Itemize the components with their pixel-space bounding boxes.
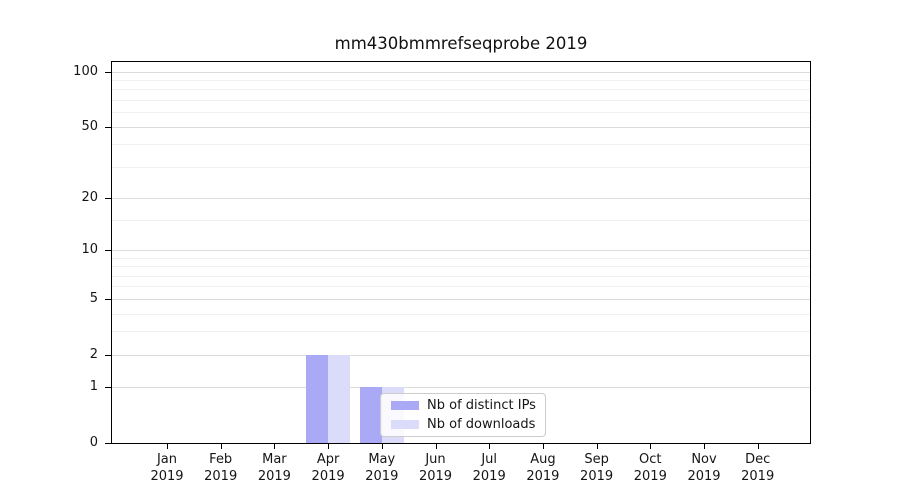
- x-tick-year: 2019: [526, 469, 560, 484]
- x-tick-label: Oct 2019: [618, 451, 682, 485]
- x-tick-year: 2019: [472, 469, 506, 484]
- y-tick-mark: [105, 443, 111, 444]
- x-tick-label: Aug 2019: [511, 451, 575, 485]
- y-minor-gridline: [112, 331, 810, 333]
- x-tick-year: 2019: [418, 469, 453, 484]
- y-minor-gridline: [112, 80, 810, 82]
- y-tick-label: 1: [89, 379, 98, 395]
- x-tick-mark: [274, 444, 276, 449]
- y-minor-gridline: [112, 112, 810, 114]
- x-tick-year: 2019: [741, 469, 775, 484]
- legend-swatch-distinct-ips: [391, 401, 419, 410]
- x-tick-year: 2019: [633, 469, 667, 484]
- x-tick-mark: [650, 444, 652, 449]
- y-minor-gridline: [112, 266, 810, 268]
- y-tick-label: 100: [73, 63, 98, 79]
- x-tick-month: Feb: [209, 452, 233, 467]
- x-tick-year: 2019: [365, 469, 399, 484]
- y-minor-gridline: [112, 89, 810, 91]
- x-tick-month: Jun: [425, 452, 446, 467]
- x-tick-label: Feb 2019: [189, 451, 253, 485]
- x-tick-mark: [596, 444, 598, 449]
- legend-swatch-downloads: [391, 420, 419, 429]
- y-major-gridline: [112, 126, 810, 128]
- x-tick-month: Jan: [156, 452, 178, 467]
- y-major-gridline: [112, 387, 810, 389]
- x-tick-label: Dec 2019: [726, 451, 790, 485]
- x-tick-month: Jul: [481, 452, 498, 467]
- x-tick-label: Apr 2019: [296, 451, 360, 485]
- x-tick-mark: [381, 444, 383, 449]
- y-minor-gridline: [112, 313, 810, 315]
- x-tick-mark: [704, 444, 705, 449]
- x-tick-month: Sep: [584, 452, 609, 467]
- y-tick-label: 50: [81, 118, 98, 134]
- x-tick-mark: [489, 444, 491, 449]
- x-tick-month: Nov: [691, 452, 717, 467]
- x-tick-year: 2019: [204, 469, 238, 484]
- y-major-gridline: [112, 71, 810, 73]
- legend-row-distinct-ips: Nb of distinct IPs: [381, 398, 545, 413]
- x-tick-mark: [167, 444, 168, 449]
- y-minor-gridline: [112, 219, 810, 221]
- x-tick-year: 2019: [257, 469, 291, 484]
- bar-distinct-ips: [359, 387, 382, 443]
- legend-label-distinct-ips: Nb of distinct IPs: [427, 398, 536, 413]
- x-tick-month: Dec: [745, 452, 771, 467]
- y-tick-mark: [105, 354, 111, 356]
- x-tick-label: Mar 2019: [242, 451, 306, 485]
- x-tick-month: May: [368, 452, 396, 467]
- x-tick-year: 2019: [150, 469, 184, 484]
- bar-downloads: [328, 354, 351, 443]
- y-major-gridline: [112, 250, 810, 252]
- y-minor-gridline: [112, 144, 810, 146]
- legend-label-downloads: Nb of downloads: [427, 417, 536, 432]
- x-tick-year: 2019: [687, 469, 721, 484]
- y-tick-mark: [105, 250, 111, 252]
- y-tick-mark: [105, 298, 111, 300]
- y-tick-label: 5: [89, 290, 98, 306]
- x-tick-label: Jan 2019: [135, 451, 199, 485]
- x-tick-year: 2019: [311, 469, 345, 484]
- x-tick-year: 2019: [580, 469, 614, 484]
- y-minor-gridline: [112, 257, 810, 259]
- y-tick-label: 0: [89, 435, 98, 450]
- x-tick-mark: [328, 444, 330, 449]
- x-tick-month: Aug: [530, 452, 556, 467]
- x-tick-month: Mar: [262, 452, 287, 467]
- y-tick-label: 2: [89, 346, 98, 362]
- plot-area: [111, 61, 811, 444]
- y-tick-mark: [105, 198, 111, 200]
- y-minor-gridline: [112, 166, 810, 168]
- x-tick-mark: [542, 444, 544, 449]
- y-major-gridline: [112, 298, 810, 300]
- y-tick-mark: [105, 71, 111, 73]
- y-tick-mark: [105, 126, 111, 128]
- y-minor-gridline: [112, 286, 810, 288]
- y-tick-label: 10: [81, 242, 98, 258]
- y-minor-gridline: [112, 275, 810, 277]
- y-tick-label: 20: [81, 190, 98, 206]
- y-minor-gridline: [112, 100, 810, 102]
- x-tick-label: Jul 2019: [457, 451, 521, 485]
- y-tick-mark: [105, 387, 111, 389]
- legend-row-downloads: Nb of downloads: [381, 417, 545, 432]
- x-tick-label: Nov 2019: [672, 451, 736, 485]
- x-tick-month: Oct: [639, 452, 662, 467]
- y-major-gridline: [112, 354, 810, 356]
- x-tick-mark: [220, 444, 222, 449]
- x-tick-label: Sep 2019: [565, 451, 629, 485]
- bar-distinct-ips: [306, 354, 329, 443]
- x-tick-month: Apr: [316, 452, 340, 467]
- x-tick-mark: [435, 444, 437, 449]
- legend: Nb of distinct IPs Nb of downloads: [380, 393, 546, 437]
- chart-title: mm430bmmrefseqprobe 2019: [334, 34, 588, 53]
- x-tick-label: May 2019: [350, 451, 414, 485]
- x-tick-mark: [757, 444, 759, 449]
- x-tick-label: Jun 2019: [404, 451, 468, 485]
- y-major-gridline: [112, 198, 810, 200]
